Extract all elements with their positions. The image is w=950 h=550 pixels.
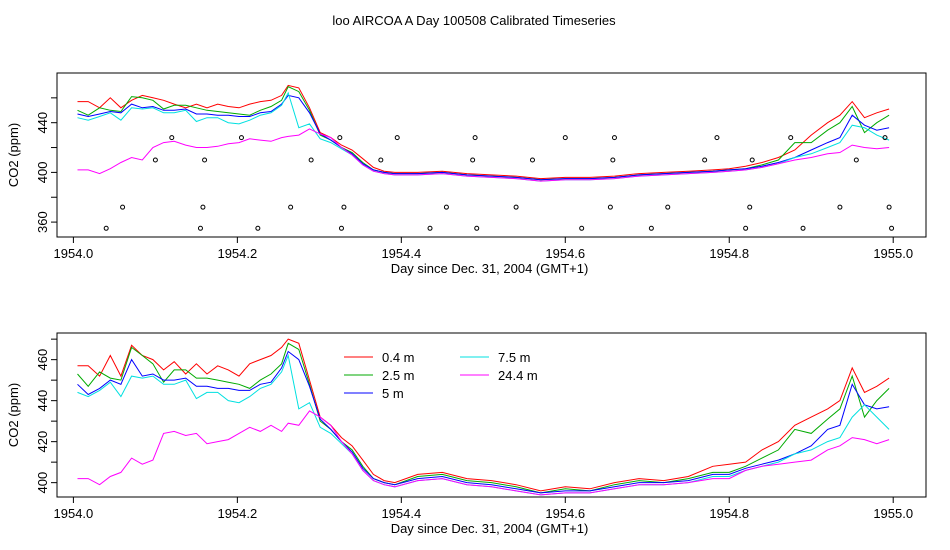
series-line-7-5-m [77, 353, 890, 496]
series-line-7-5-m [77, 91, 890, 182]
scatter-point [886, 204, 892, 210]
scatter-point [288, 204, 294, 210]
x-axis-label: Day since Dec. 31, 2004 (GMT+1) [391, 521, 589, 536]
scatter-point [743, 225, 749, 231]
chart-title: loo AIRCOA A Day 100508 Calibrated Times… [332, 13, 616, 28]
scatter-point [853, 157, 859, 163]
x-axis-label: Day since Dec. 31, 2004 (GMT+1) [391, 261, 589, 276]
scatter-point [607, 204, 613, 210]
scatter-point [513, 204, 519, 210]
scatter-point [394, 135, 400, 141]
y-tick-label: 440 [35, 112, 50, 134]
legend-label: 7.5 m [498, 350, 531, 365]
series-line-24-4-m [77, 410, 890, 496]
y-tick-label: 400 [35, 472, 50, 494]
scatter-point [562, 135, 568, 141]
scatter-point [747, 204, 753, 210]
legend-label: 2.5 m [382, 368, 415, 383]
x-tick-label: 1954.0 [54, 506, 94, 521]
scatter-point [470, 157, 476, 163]
legend: 0.4 m 2.5 m 5 m 7.5 m 24.4 m [344, 350, 538, 401]
series-line-0-4-m [77, 338, 890, 492]
scatter-point [800, 225, 806, 231]
series-line-2-5-m [77, 342, 890, 494]
scatter-point [202, 157, 208, 163]
legend-label: 5 m [382, 386, 404, 401]
x-tick-label: 1955.0 [873, 246, 913, 261]
scatter-point [714, 135, 720, 141]
scatter-point [341, 204, 347, 210]
series-line-5-m [77, 94, 890, 181]
scatter-point [120, 204, 126, 210]
y-axis-label: CO2 (ppm) [6, 383, 21, 447]
scatter-point [749, 157, 755, 163]
x-tick-label: 1954.2 [217, 246, 257, 261]
y-axis-label: CO2 (ppm) [6, 123, 21, 187]
scatter-point [889, 225, 895, 231]
scatter-point [837, 204, 843, 210]
scatter-point [238, 135, 244, 141]
scatter-point [169, 135, 175, 141]
y-tick-label: 460 [35, 349, 50, 371]
x-tick-label: 1955.0 [873, 506, 913, 521]
scatter-point [611, 135, 617, 141]
scatter-point [338, 225, 344, 231]
bottom-panel: 1954.0 1954.2 1954.4 1954.6 1954.8 1955.0 400 4… [6, 332, 927, 536]
scatter-point [529, 157, 535, 163]
scatter-point [197, 225, 203, 231]
series-line-2-5-m [77, 86, 890, 181]
series-line-0-4-m [77, 84, 890, 180]
y-tick-label: 420 [35, 431, 50, 453]
plot-frame [56, 72, 927, 238]
scatter-point [443, 204, 449, 210]
scatter-point [610, 157, 616, 163]
top-panel: 1954.0 1954.2 1954.4 1954.6 1954.8 1955.0 360 4… [6, 72, 927, 276]
scatter-point [472, 135, 478, 141]
plot-frame [56, 332, 927, 498]
x-tick-label: 1954.4 [381, 506, 421, 521]
scatter-point [648, 225, 654, 231]
scatter-point [103, 225, 109, 231]
scatter-point [579, 225, 585, 231]
scatter-point [427, 225, 433, 231]
x-tick-label: 1954.8 [709, 506, 749, 521]
x-tick-label: 1954.4 [381, 246, 421, 261]
scatter-point [788, 135, 794, 141]
scatter-point [255, 225, 261, 231]
scatter-point [882, 135, 888, 141]
scatter-point [665, 204, 671, 210]
x-tick-label: 1954.2 [217, 506, 257, 521]
x-tick-label: 1954.6 [545, 246, 585, 261]
scatter-point [378, 157, 384, 163]
legend-label: 0.4 m [382, 350, 415, 365]
scatter-point [200, 204, 206, 210]
y-tick-label: 400 [35, 162, 50, 184]
scatter-point [474, 225, 480, 231]
series-line-5-m [77, 350, 890, 494]
scatter-point [152, 157, 158, 163]
series-line-24-4-m [77, 128, 890, 182]
x-tick-label: 1954.0 [54, 246, 94, 261]
scatter-point [308, 157, 314, 163]
x-tick-label: 1954.6 [545, 506, 585, 521]
legend-label: 24.4 m [498, 368, 538, 383]
scatter-point [337, 135, 343, 141]
x-tick-label: 1954.8 [709, 246, 749, 261]
y-tick-label: 440 [35, 390, 50, 412]
scatter-point [702, 157, 708, 163]
y-tick-label: 360 [35, 211, 50, 233]
